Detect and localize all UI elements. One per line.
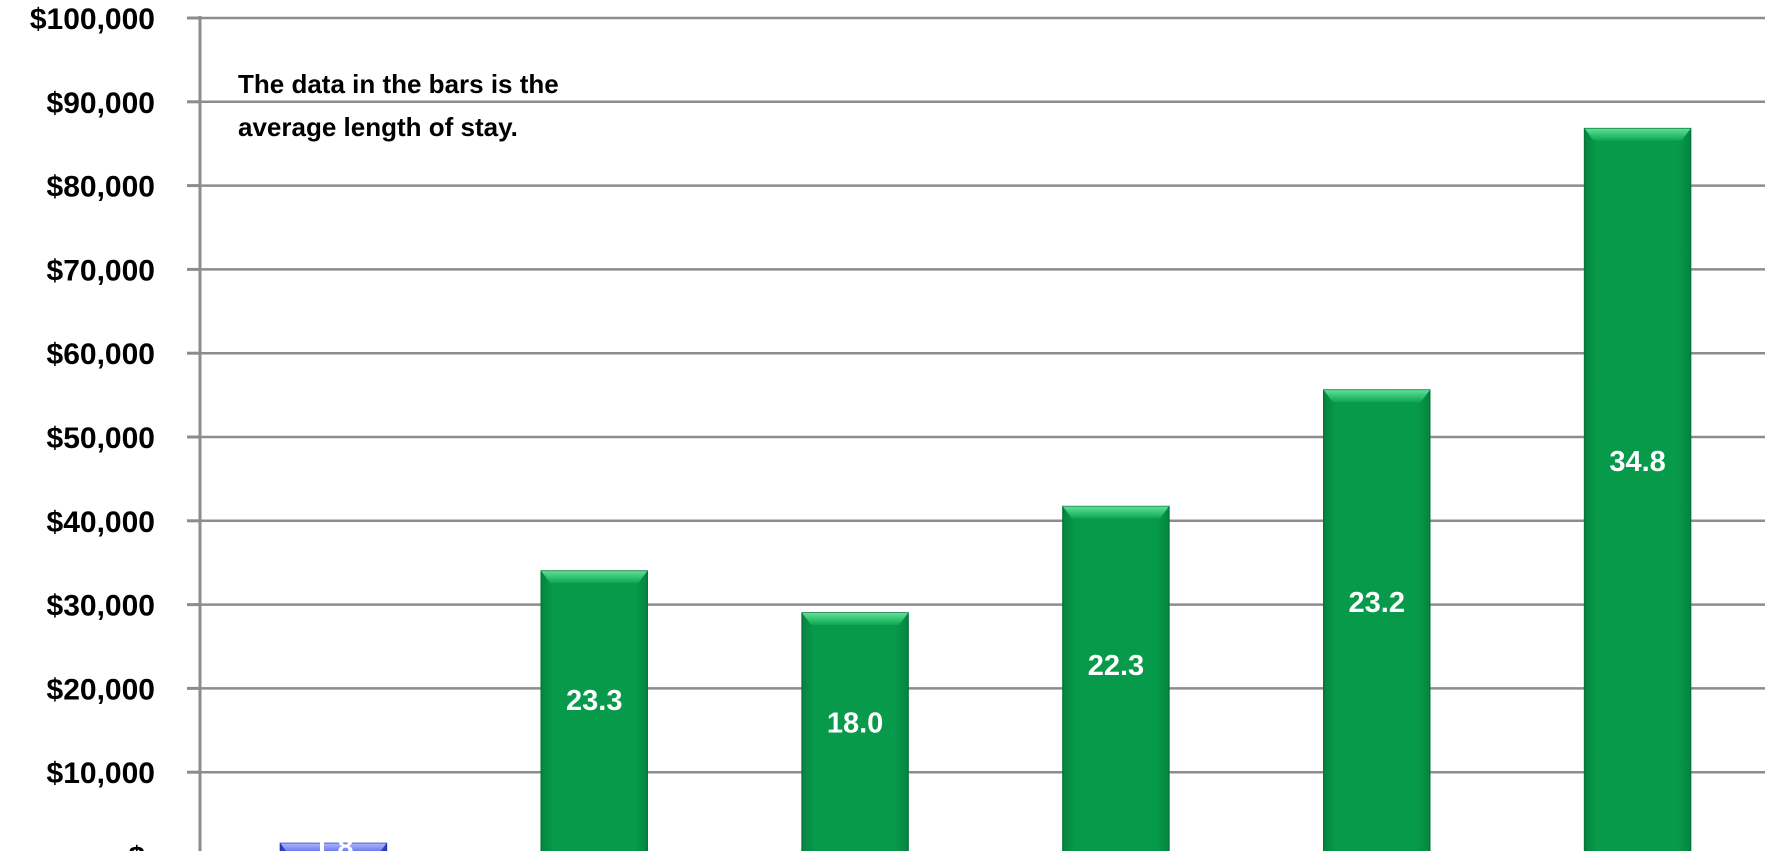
bar-cap [802, 612, 909, 625]
bar-value-label: 23.2 [1349, 587, 1405, 619]
bar-body [801, 612, 909, 851]
bar-body [540, 570, 648, 851]
bar-body [1062, 505, 1170, 851]
y-tick-label: $80,000 [47, 171, 155, 204]
y-tick-label: $40,000 [47, 506, 155, 539]
bar-cap [1062, 506, 1169, 519]
bar: 22.3 [1062, 505, 1170, 851]
chart-annotation: The data in the bars is the average leng… [238, 69, 559, 142]
y-tick-label: $- [128, 841, 155, 851]
bar-value-label: 22.3 [1088, 650, 1144, 682]
y-tick-label: $100,000 [30, 3, 155, 36]
bar-value-label: 34.8 [1609, 446, 1665, 478]
bar-cap [1323, 390, 1430, 403]
bar: 18.0 [801, 612, 909, 851]
y-tick-label: $20,000 [47, 673, 155, 706]
bar: 23.3 [540, 570, 648, 851]
y-axis: $- $10,000 $20,000 $30,000 $40,000 $50,000 $60… [30, 3, 202, 851]
bar-value-label: 18.0 [827, 707, 883, 739]
bar-cap [541, 571, 648, 584]
y-tick-label: $10,000 [47, 757, 155, 790]
y-tick-label: $60,000 [47, 338, 155, 371]
bar: 34.8 [1583, 127, 1692, 851]
bar-body [1323, 389, 1431, 851]
bar-body [1583, 127, 1692, 851]
bar-cap [1584, 128, 1691, 141]
y-tick-label: $70,000 [47, 254, 155, 287]
bar: 1.8 [279, 831, 388, 851]
gridlines [200, 16, 1765, 774]
bars: 1.8 23.3 18.0 22.3 23.2 34.8 [279, 127, 1692, 851]
bar-value-label: 1.8 [313, 831, 353, 851]
annotation-line-2: average length of stay. [238, 112, 518, 142]
y-tick-label: $90,000 [47, 87, 155, 120]
y-tick-label: $50,000 [47, 422, 155, 455]
bar: 23.2 [1323, 389, 1431, 851]
annotation-line-1: The data in the bars is the [238, 69, 559, 99]
bar-cap [280, 843, 387, 851]
bar-value-label: 23.3 [566, 685, 622, 717]
y-tick-label: $30,000 [47, 590, 155, 623]
